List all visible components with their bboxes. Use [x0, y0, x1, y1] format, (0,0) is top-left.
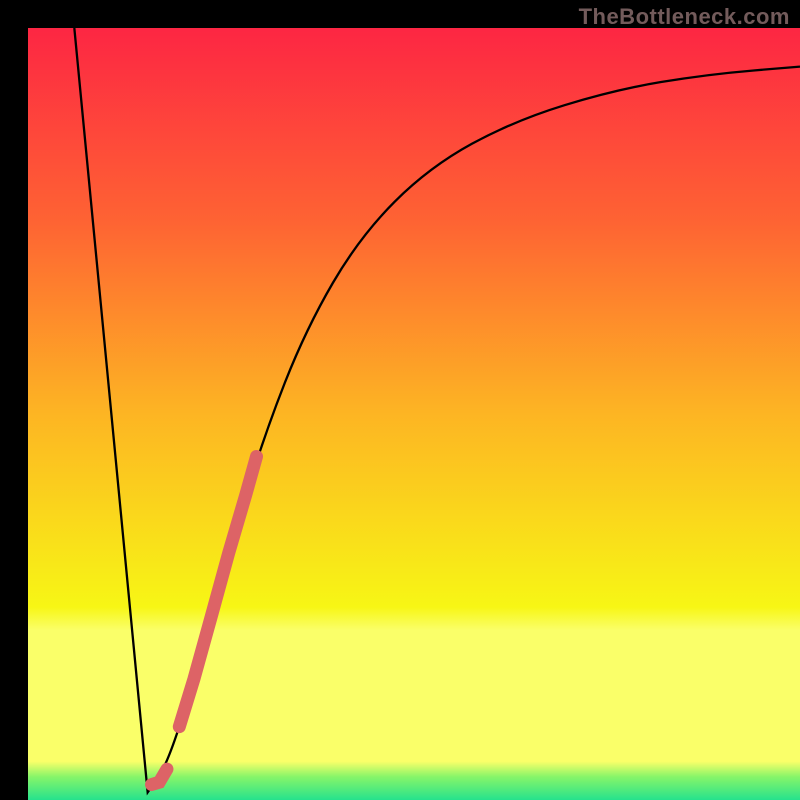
curve-layer [0, 0, 800, 800]
chart-root: TheBottleneck.com [0, 0, 800, 800]
highlight-segment [152, 769, 167, 784]
bottleneck-curve [74, 28, 800, 792]
watermark-text: TheBottleneck.com [579, 4, 790, 30]
highlight-segment [179, 456, 256, 726]
